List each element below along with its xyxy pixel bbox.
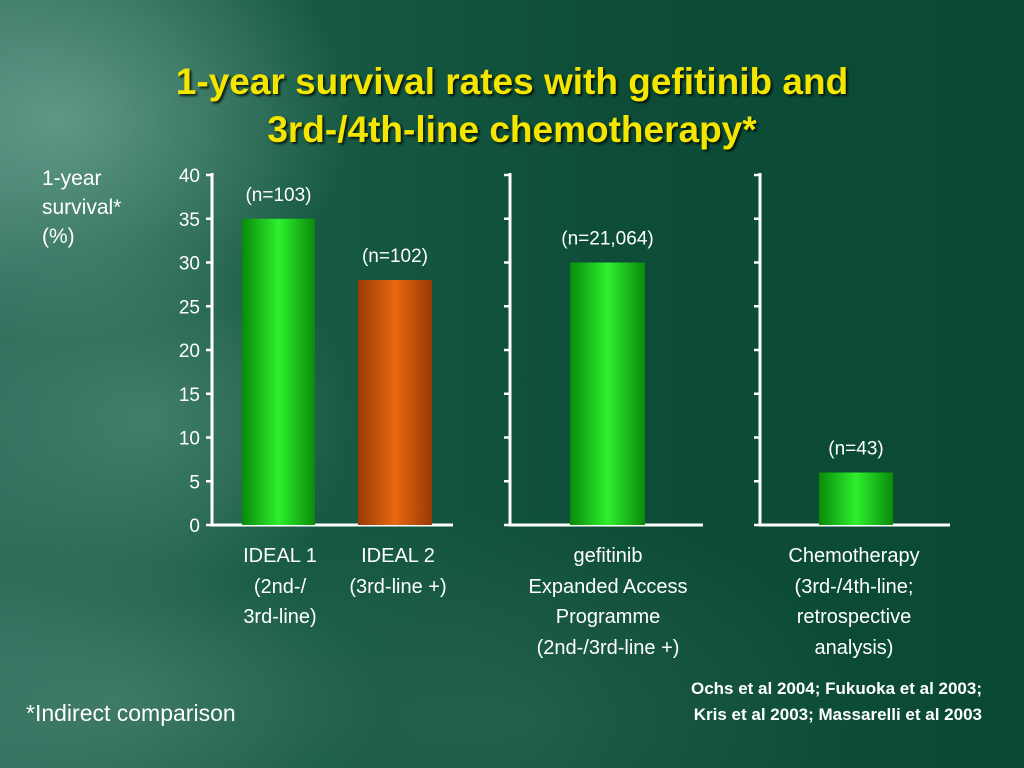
bar-n-label-1-2: (n=102) xyxy=(362,246,428,267)
category-label-line: analysis) xyxy=(814,636,894,659)
y-tick-label-0: 0 xyxy=(189,516,200,537)
category-label-line: Programme xyxy=(555,606,661,628)
category-label-line: retrospective xyxy=(796,606,912,628)
category-label-line: 3rd-line) xyxy=(243,606,317,628)
y-axis-label-line-2: survival* xyxy=(42,196,122,219)
category-label-line: (2nd-/ xyxy=(253,575,307,598)
title-line-2: 3rd-/4th-line chemotherapy* xyxy=(267,109,757,150)
y-tick-label-30: 30 xyxy=(179,254,200,275)
category-label-3-1: Chemotherapy (3rd-/4th-line; retrospective… xyxy=(744,541,964,663)
bar-2-1 xyxy=(570,262,645,525)
reference-line-2: Kris et al 2003; Massarelli et al 2003 xyxy=(693,705,982,724)
bar-n-label-2-1: (n=21,064) xyxy=(561,229,653,250)
bar-n-label-1-1: (n=103) xyxy=(245,185,311,206)
y-tick-label-5: 5 xyxy=(189,472,200,493)
y-axis-label-line-1: 1-year xyxy=(42,167,102,190)
bar-n-label-3-1: (n=43) xyxy=(828,439,883,460)
category-label-line: (2nd-/3rd-line +) xyxy=(536,636,680,659)
y-tick-label-10: 10 xyxy=(179,429,200,450)
references: Ochs et al 2004; Fukuoka et al 2003; Kri… xyxy=(691,676,982,728)
category-label-line: Chemotherapy xyxy=(788,545,920,567)
title-line-1: 1-year survival rates with gefitinib and xyxy=(175,61,849,102)
bar-1-2 xyxy=(358,280,432,525)
slide-title: 1-year survival rates with gefitinib and… xyxy=(0,58,1024,154)
category-label-line: IDEAL 1 xyxy=(243,545,317,567)
y-axis-label-line-3: (%) xyxy=(42,225,75,248)
y-tick-label-20: 20 xyxy=(179,341,200,362)
category-label-2-1: gefitinib Expanded Access Programme (2nd-/3… xyxy=(498,541,718,663)
category-label-line: IDEAL 2 xyxy=(361,545,435,567)
bar-1-1 xyxy=(242,218,315,525)
category-label-line: Expanded Access xyxy=(528,575,688,598)
category-label-1-2: IDEAL 2 (3rd-line +) xyxy=(288,541,508,602)
y-axis-label: 1-year survival* (%) xyxy=(42,164,162,251)
reference-line-1: Ochs et al 2004; Fukuoka et al 2003; xyxy=(690,679,982,698)
category-label-line: gefitinib xyxy=(573,545,643,567)
bar-3-1 xyxy=(819,472,893,525)
y-tick-label-40: 40 xyxy=(179,166,200,187)
footnote: *Indirect comparison xyxy=(26,700,236,726)
category-label-line: (3rd-line +) xyxy=(349,575,447,598)
category-label-line: (3rd-/4th-line; xyxy=(794,575,914,598)
y-tick-label-25: 25 xyxy=(179,297,200,318)
y-tick-label-15: 15 xyxy=(179,385,200,406)
y-tick-label-35: 35 xyxy=(179,210,200,231)
category-label-1-1: IDEAL 1 (2nd-/ 3rd-line) xyxy=(170,541,390,633)
